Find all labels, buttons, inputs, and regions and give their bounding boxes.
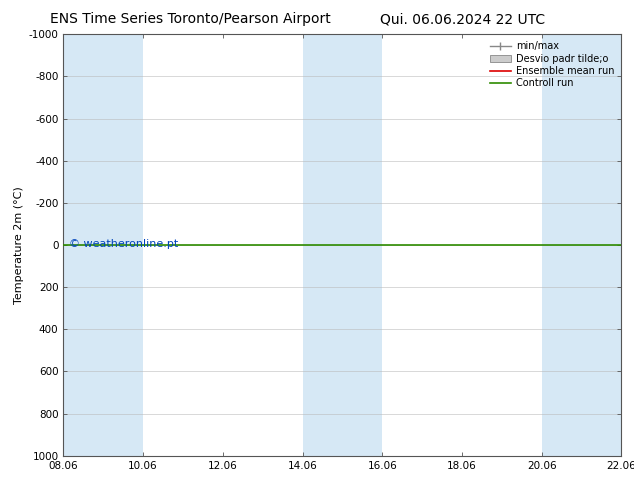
Text: ENS Time Series Toronto/Pearson Airport: ENS Time Series Toronto/Pearson Airport	[50, 12, 330, 26]
Bar	[63, 34, 143, 456]
Text: © weatheronline.pt: © weatheronline.pt	[69, 239, 178, 249]
Legend: min/max, Desvio padr tilde;o, Ensemble mean run, Controll run: min/max, Desvio padr tilde;o, Ensemble m…	[488, 39, 616, 90]
Y-axis label: Temperature 2m (°C): Temperature 2m (°C)	[15, 186, 25, 304]
Bar	[302, 34, 382, 456]
Text: Qui. 06.06.2024 22 UTC: Qui. 06.06.2024 22 UTC	[380, 12, 545, 26]
Bar	[541, 34, 621, 456]
